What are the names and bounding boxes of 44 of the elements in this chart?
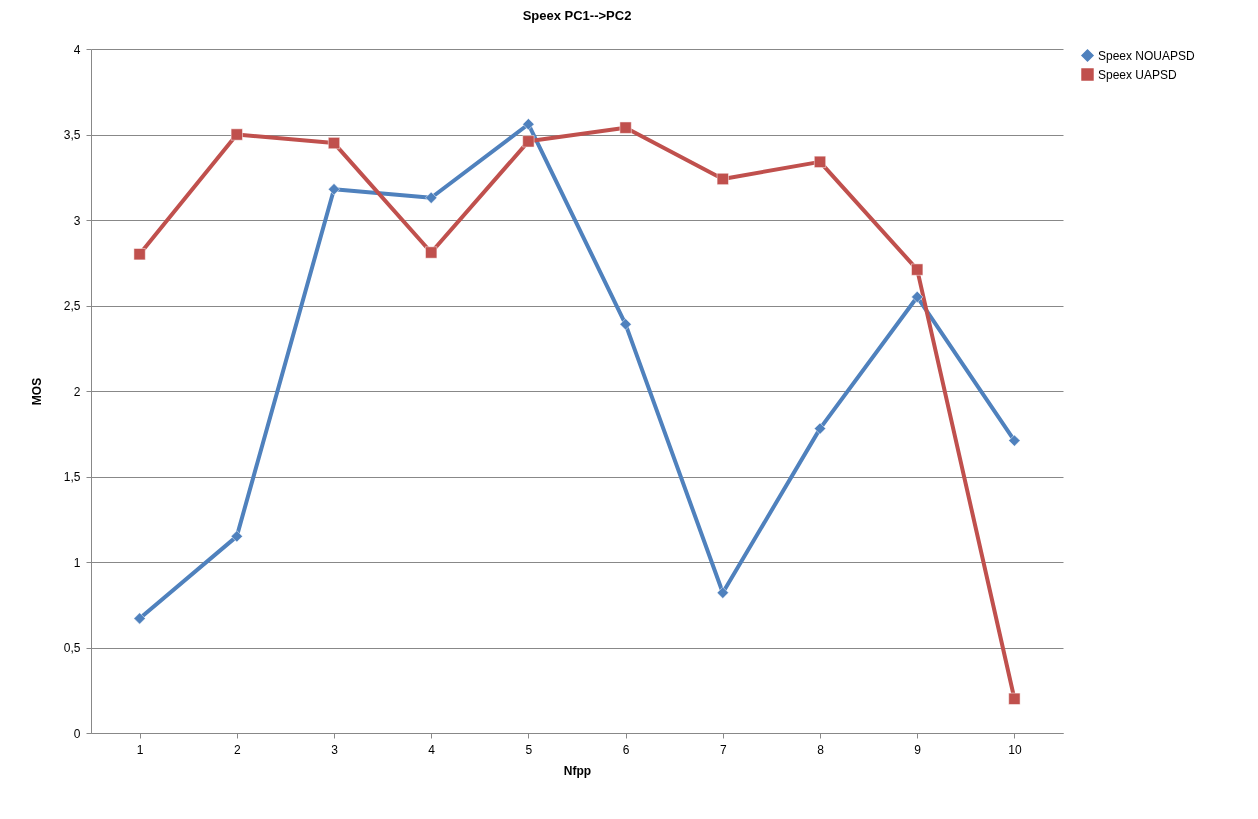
point	[716, 586, 729, 599]
point	[425, 246, 438, 259]
x-tick-label: 4	[428, 742, 436, 757]
x-tick-label: 9	[914, 742, 922, 757]
x-axis-title: Nfpp	[563, 763, 592, 778]
x-tick-label: 1	[136, 742, 144, 757]
y-tick-label: 3,5	[63, 128, 81, 142]
point	[133, 248, 146, 261]
y-tick-label: 2,5	[63, 299, 81, 313]
point	[716, 173, 729, 185]
point	[230, 128, 243, 141]
x-tick-label: 7	[719, 742, 727, 757]
y-axis-title: MOS	[29, 377, 44, 406]
point	[911, 263, 924, 276]
point	[1008, 692, 1021, 705]
y-tick-label: 2	[73, 384, 81, 399]
legend-label: Speex UAPSD	[1098, 67, 1178, 82]
y-tick-label: 1,5	[63, 470, 81, 484]
y-tick-label: 0	[73, 726, 81, 741]
legend-label: Speex NOUAPSD	[1098, 48, 1196, 63]
x-tick-label: 10	[1008, 742, 1022, 757]
y-tick-label: 0,5	[63, 641, 81, 655]
point	[425, 191, 438, 204]
point	[619, 121, 632, 134]
point	[133, 612, 146, 625]
point	[328, 137, 340, 149]
point	[1008, 434, 1021, 447]
x-tick-label: 2	[233, 742, 241, 757]
point	[522, 118, 535, 131]
x-tick-label: 8	[817, 742, 825, 757]
x-tick-label: 6	[622, 742, 630, 757]
x-tick-label: 3	[331, 742, 339, 757]
point	[522, 135, 535, 148]
point	[230, 530, 243, 543]
x-tick-label: 5	[525, 742, 533, 757]
point	[619, 318, 632, 331]
y-tick-label: 3	[73, 213, 81, 228]
y-tick-label: 4	[73, 42, 81, 57]
point	[911, 291, 924, 303]
chart-title: Speex PC1-->PC2	[522, 8, 632, 23]
y-tick-label: 1	[73, 555, 81, 570]
point	[814, 155, 826, 168]
point	[328, 183, 340, 196]
point	[814, 422, 826, 435]
